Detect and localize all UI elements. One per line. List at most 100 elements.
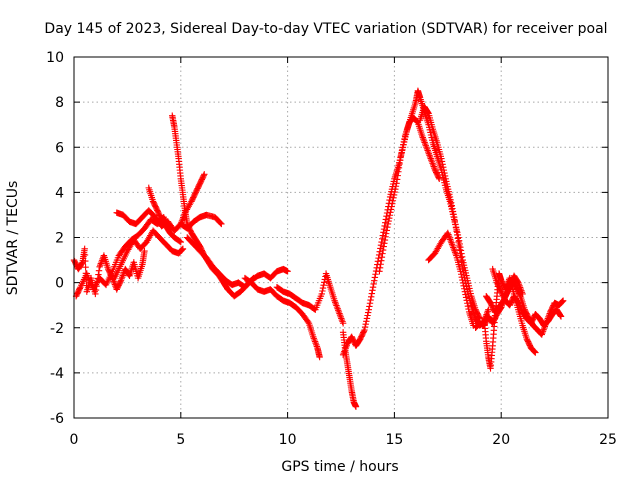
- data-point: [365, 306, 372, 313]
- data-point: [557, 312, 564, 319]
- data-point: [458, 273, 466, 281]
- series-track-12: [339, 87, 484, 359]
- data-point: [455, 238, 462, 246]
- data-point: [321, 279, 328, 286]
- data-point: [387, 209, 394, 216]
- data-point: [387, 206, 395, 213]
- data-point: [81, 245, 88, 252]
- data-point: [435, 174, 442, 181]
- series-track-13: [376, 114, 443, 275]
- data-point: [424, 109, 432, 116]
- data-point: [449, 205, 456, 212]
- data-point: [377, 242, 385, 249]
- data-point: [388, 203, 395, 210]
- data-point: [379, 246, 387, 254]
- data-point: [559, 297, 567, 304]
- data-point: [386, 196, 393, 204]
- data-point: [368, 293, 375, 301]
- chart-title: Day 145 of 2023, Sidereal Day-to-day VTE…: [44, 21, 607, 37]
- data-point: [454, 231, 461, 239]
- data-point: [461, 285, 468, 292]
- data-point: [519, 290, 526, 298]
- y-tick-label: 4: [55, 185, 64, 201]
- data-point: [457, 247, 465, 254]
- data-point: [399, 144, 406, 151]
- data-point: [371, 274, 379, 281]
- data-point: [378, 257, 385, 264]
- data-point: [319, 287, 326, 295]
- data-point: [396, 156, 404, 164]
- data-point: [389, 200, 396, 207]
- data-point: [368, 290, 376, 297]
- series-track-4: [113, 207, 225, 234]
- data-point: [464, 302, 472, 310]
- series-track-15: [425, 229, 477, 329]
- x-tick-label: 20: [492, 432, 510, 448]
- data-point: [454, 235, 462, 242]
- data-point: [380, 229, 387, 236]
- data-point: [459, 279, 467, 287]
- data-point: [401, 135, 408, 143]
- data-point: [465, 305, 472, 313]
- data-point: [451, 217, 459, 224]
- x-tick-label: 5: [176, 432, 185, 448]
- data-point: [377, 261, 384, 268]
- data-point: [453, 228, 460, 235]
- data-point: [463, 297, 470, 304]
- data-point: [447, 199, 455, 206]
- data-point: [378, 235, 386, 242]
- data-point: [371, 277, 378, 284]
- data-point: [366, 300, 374, 307]
- data-point: [458, 258, 465, 265]
- data-point: [449, 208, 457, 215]
- data-point: [319, 284, 327, 292]
- grid-layer: [74, 57, 608, 418]
- data-point: [363, 315, 371, 322]
- data-point: [464, 300, 471, 307]
- data-point: [440, 164, 447, 171]
- data-point: [459, 276, 466, 284]
- data-point: [557, 313, 565, 320]
- data-point: [380, 225, 388, 233]
- data-point: [78, 260, 86, 267]
- data-point: [304, 318, 312, 326]
- data-point: [369, 287, 376, 294]
- data-point: [179, 245, 187, 252]
- y-tick-label: 8: [55, 95, 64, 111]
- data-point: [369, 283, 377, 291]
- y-tick-label: -4: [50, 366, 64, 382]
- data-point: [284, 268, 291, 275]
- data-point: [318, 290, 325, 298]
- data-layer: [70, 87, 567, 410]
- data-point: [392, 185, 399, 193]
- x-tick-label: 15: [385, 432, 403, 448]
- data-point: [382, 230, 390, 237]
- data-point: [438, 158, 446, 165]
- x-tick-label: 0: [70, 432, 79, 448]
- y-tick-label: 6: [55, 140, 64, 156]
- data-point: [384, 223, 391, 231]
- data-point: [530, 348, 538, 355]
- data-point: [363, 318, 370, 325]
- data-point: [398, 147, 406, 154]
- data-point: [383, 227, 390, 234]
- data-point: [366, 303, 373, 310]
- data-point: [367, 296, 374, 304]
- data-point: [460, 282, 467, 290]
- data-point: [81, 251, 89, 259]
- x-axis-label: GPS time / hours: [281, 459, 398, 475]
- data-point: [461, 288, 469, 295]
- data-point: [218, 220, 225, 228]
- data-point: [178, 246, 185, 254]
- series-track-3: [111, 227, 187, 282]
- data-point: [361, 323, 369, 331]
- data-point: [376, 264, 384, 271]
- data-point: [389, 197, 397, 204]
- data-point: [386, 214, 393, 222]
- data-point: [394, 172, 401, 179]
- data-point: [398, 150, 405, 157]
- data-point: [505, 285, 513, 292]
- data-point: [381, 236, 389, 244]
